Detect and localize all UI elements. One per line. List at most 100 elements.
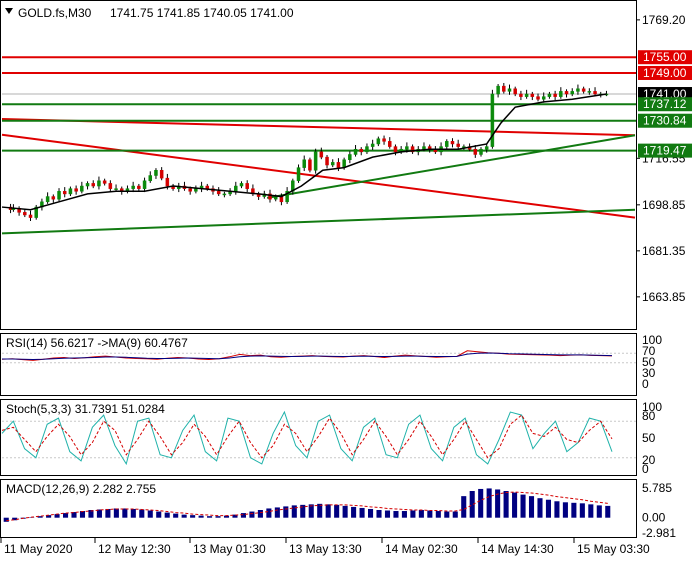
collapse-triangle-icon[interactable] (5, 8, 13, 14)
time-axis-label: 14 May 14:30 (481, 542, 554, 556)
bear-candle (410, 146, 415, 153)
stoch-main-line (1, 410, 613, 466)
chart-header: GOLD.fs,M30 1741.75 1741.85 1740.05 1741… (5, 6, 294, 20)
macd-axis-label: 5.785 (642, 481, 672, 495)
bear-candle (325, 156, 329, 166)
bull-candle (547, 93, 552, 97)
stoch-axis-label: 20 (642, 453, 656, 467)
time-axis-label: 15 May 03:30 (577, 542, 650, 556)
price-panel: 1769.201716.551698.851681.351663.851755.… (1, 13, 692, 304)
bull-candle (348, 154, 352, 160)
bear-candle (102, 180, 107, 184)
bear-candle (108, 183, 113, 189)
bear-candle (359, 148, 363, 153)
price-axis-label: 1698.85 (642, 198, 686, 212)
bull-candle (142, 180, 147, 189)
bull-candle (34, 206, 38, 218)
bull-candle (313, 151, 318, 171)
price-level-label: 1755.00 (643, 50, 687, 64)
bear-candle (137, 185, 141, 189)
bull-candle (80, 185, 84, 192)
bear-candle (382, 138, 386, 142)
bull-candle (422, 146, 426, 150)
price-panel-frame (0, 0, 637, 330)
bull-candle (570, 91, 574, 95)
bear-candle (308, 159, 312, 171)
macd-axis-label: 0.00 (642, 511, 666, 525)
bear-candle (216, 191, 221, 195)
time-axis-label: 13 May 01:30 (193, 542, 266, 556)
bear-candle (456, 143, 460, 147)
price-level-label: 1719.47 (643, 144, 687, 158)
bull-candle (239, 183, 244, 187)
price-level-tag (638, 143, 692, 158)
stoch-panel-frame (0, 399, 637, 476)
bull-candle (405, 146, 409, 150)
bear-candle (165, 177, 170, 187)
rsi-ma-line (2, 352, 613, 360)
bear-candle (388, 141, 392, 147)
bull-candle (114, 188, 118, 190)
resistance-trend-line (1, 133, 636, 219)
bull-candle (587, 91, 592, 93)
bull-candle (524, 93, 529, 97)
macd-title: MACD(12,26,9) 2.282 2.755 (6, 482, 156, 496)
bull-candle (559, 91, 563, 97)
bear-candle (513, 88, 517, 95)
stoch-title: Stoch(5,3,3) 31.7391 51.0284 (6, 402, 165, 416)
macd-panel: MACD(12,26,9) 2.282 2.755 5.785 0.00-2.981 (3, 481, 676, 540)
bull-candle (148, 175, 153, 182)
stoch-axis-label: 80 (642, 409, 656, 423)
bull-candle (541, 96, 546, 100)
bear-candle (23, 212, 27, 216)
price-level-tag (638, 97, 692, 112)
bull-candle (222, 193, 227, 196)
bear-candle (336, 162, 341, 168)
support-trend-line (1, 208, 636, 235)
macd-panel-frame (0, 479, 637, 538)
price-axis-label: 1769.20 (642, 13, 686, 27)
bull-candle (576, 88, 580, 92)
price-level-tag (638, 113, 692, 128)
price-axis-label: 1663.85 (642, 290, 686, 304)
bear-candle (74, 188, 78, 192)
bear-candle (28, 214, 33, 218)
bull-candle (302, 159, 306, 168)
price-level-label: 1730.84 (643, 114, 687, 128)
stoch-axis-label: 0 (642, 462, 649, 476)
bull-candle (131, 185, 135, 189)
bear-candle (450, 141, 455, 145)
bear-candle (245, 183, 249, 189)
bull-candle (507, 88, 512, 92)
macd-axis-label: -2.981 (642, 526, 676, 540)
bear-candle (51, 196, 56, 200)
bull-candle (479, 148, 483, 155)
bull-candle (365, 146, 369, 153)
bull-candle (353, 148, 358, 155)
ohlc-readout: 1741.75 1741.85 1740.05 1741.00 (110, 6, 294, 20)
bull-candle (273, 196, 278, 200)
bull-candle (234, 185, 238, 192)
time-axis-label: 12 May 12:30 (98, 542, 171, 556)
bear-candle (502, 85, 506, 92)
rsi-title: RSI(14) 56.6217 ->MA(9) 60.4767 (6, 336, 188, 350)
bear-candle (159, 170, 164, 179)
time-axis-label: 13 May 13:30 (289, 542, 362, 556)
bull-candle (85, 183, 90, 187)
rsi-axis-label: 0 (642, 377, 649, 391)
bull-candle (97, 180, 101, 187)
bull-candle (154, 170, 158, 176)
symbol-label: GOLD.fs,M30 (18, 6, 92, 20)
support-trend-line (266, 134, 636, 199)
stoch-axis-label: 50 (642, 431, 656, 445)
time-axis-label: 11 May 2020 (4, 542, 73, 556)
rsi-panel-frame (0, 333, 637, 396)
bear-candle (581, 88, 586, 92)
bull-candle (484, 146, 489, 150)
rsi-axis-label: 50 (642, 355, 656, 369)
bull-candle (68, 188, 73, 195)
bear-candle (593, 91, 597, 95)
bear-candle (564, 91, 569, 95)
bull-candle (490, 93, 495, 147)
